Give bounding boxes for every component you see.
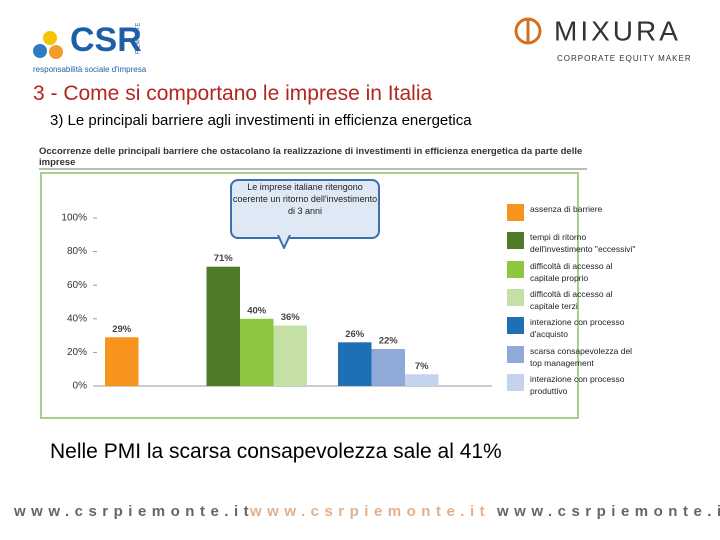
- chart-title: Occorrenze delle principali barriere che…: [39, 146, 587, 170]
- logo-text: MIXURA: [554, 15, 681, 46]
- footer-url: www.csrpiemonte.it: [497, 503, 720, 520]
- legend-swatch: [507, 288, 524, 306]
- y-tick-label: 100%: [61, 213, 87, 224]
- footer-url: www.csrpiemonte.it: [14, 503, 255, 520]
- bar: [105, 337, 139, 386]
- csr-logo: CSR PIEMONTE responsabilità sociale d'im…: [33, 21, 147, 74]
- legend-swatch: [507, 204, 524, 221]
- legend-swatch: [507, 232, 524, 250]
- legend-label: interazione con processo d'acquisto: [530, 317, 625, 340]
- chart: 0% 20% 40% 60% 80% 100% 29% 71% 40% 36% 26% 22% 7%: [61, 213, 492, 392]
- note: Nelle PMI la scarsa consapevolezza sale …: [50, 440, 502, 463]
- logo-text: CSR: [70, 21, 142, 59]
- value-label: 22%: [379, 336, 399, 347]
- legend-label: tempi di ritorno dell'investimento "ecce…: [530, 232, 636, 255]
- bar: [240, 318, 274, 386]
- value-label: 40%: [247, 305, 267, 316]
- callout: Le imprese italiane ritengono coerente u…: [230, 179, 380, 239]
- bar: [206, 266, 240, 386]
- legend-swatch: [507, 373, 524, 391]
- value-label: 26%: [345, 329, 365, 340]
- slide-subtitle: 3) Le principali barriere agli investime…: [50, 112, 472, 129]
- legend-label: assenza di barriere: [530, 204, 603, 214]
- legend-label: scarsa consapevolezza del top management: [530, 345, 633, 368]
- callout-pointer: [277, 235, 291, 249]
- value-label: 7%: [415, 361, 429, 372]
- bar: [338, 342, 372, 386]
- bar: [273, 325, 307, 386]
- logo-tagline: CORPORATE EQUITY MAKERS: [557, 54, 690, 63]
- y-tick-label: 20%: [67, 347, 87, 358]
- legend-label: difficoltà di accesso al capitale terzi: [530, 288, 613, 311]
- chart-frame: 0% 20% 40% 60% 80% 100% 29% 71% 40% 36% 26% 22% 7% a…: [40, 172, 635, 419]
- bar: [405, 374, 439, 386]
- value-label: 71%: [214, 253, 234, 264]
- logo-tagline: responsabilità sociale d'impresa: [33, 65, 147, 74]
- legend-swatch: [507, 345, 524, 363]
- logo-small: PIEMONTE: [136, 23, 142, 54]
- legend-label: interazione con processo produttivo: [530, 373, 625, 396]
- value-label: 36%: [281, 312, 301, 323]
- y-tick-label: 60%: [67, 280, 87, 291]
- mixura-logo: MIXURA CORPORATE EQUITY MAKERS: [514, 15, 690, 63]
- value-label: 29%: [112, 324, 132, 335]
- legend-label: difficoltà di accesso al capitale propri…: [530, 260, 613, 283]
- bar: [371, 349, 405, 386]
- y-tick-label: 80%: [67, 246, 87, 257]
- y-tick-label: 0%: [73, 381, 88, 392]
- y-tick-label: 40%: [67, 313, 87, 324]
- slide-title: 3 - Come si comportano le imprese in Ita…: [33, 82, 433, 105]
- legend-swatch: [507, 260, 524, 278]
- legend-swatch: [507, 317, 524, 335]
- footer-url: www.csrpiemonte.it: [250, 503, 491, 520]
